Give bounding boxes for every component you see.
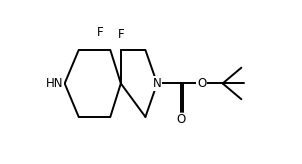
Text: O: O <box>176 113 185 126</box>
Text: HN: HN <box>46 77 63 90</box>
Text: F: F <box>117 28 124 41</box>
Text: F: F <box>96 26 103 39</box>
Text: N: N <box>153 77 162 90</box>
Text: O: O <box>197 77 206 90</box>
